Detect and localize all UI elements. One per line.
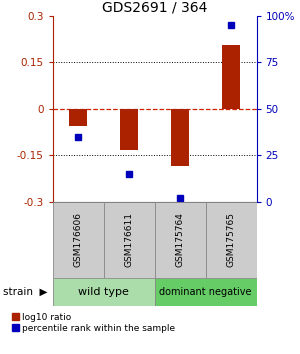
Bar	[154, 202, 206, 278]
Bar	[154, 278, 256, 306]
Bar	[52, 278, 154, 306]
Text: strain  ▶: strain ▶	[3, 287, 47, 297]
Bar	[103, 202, 154, 278]
Bar	[206, 202, 256, 278]
Title: GDS2691 / 364: GDS2691 / 364	[102, 1, 207, 15]
Bar	[52, 202, 104, 278]
Bar	[171, 109, 189, 166]
Legend: log10 ratio, percentile rank within the sample: log10 ratio, percentile rank within the …	[11, 311, 177, 335]
Bar	[120, 109, 138, 150]
Text: GSM176606: GSM176606	[74, 212, 82, 267]
Text: GSM175765: GSM175765	[226, 212, 236, 267]
Text: GSM175764: GSM175764	[176, 212, 184, 267]
Bar	[222, 45, 240, 109]
Text: wild type: wild type	[78, 287, 129, 297]
Text: GSM176611: GSM176611	[124, 212, 134, 267]
Bar	[69, 109, 87, 126]
Text: dominant negative: dominant negative	[159, 287, 252, 297]
